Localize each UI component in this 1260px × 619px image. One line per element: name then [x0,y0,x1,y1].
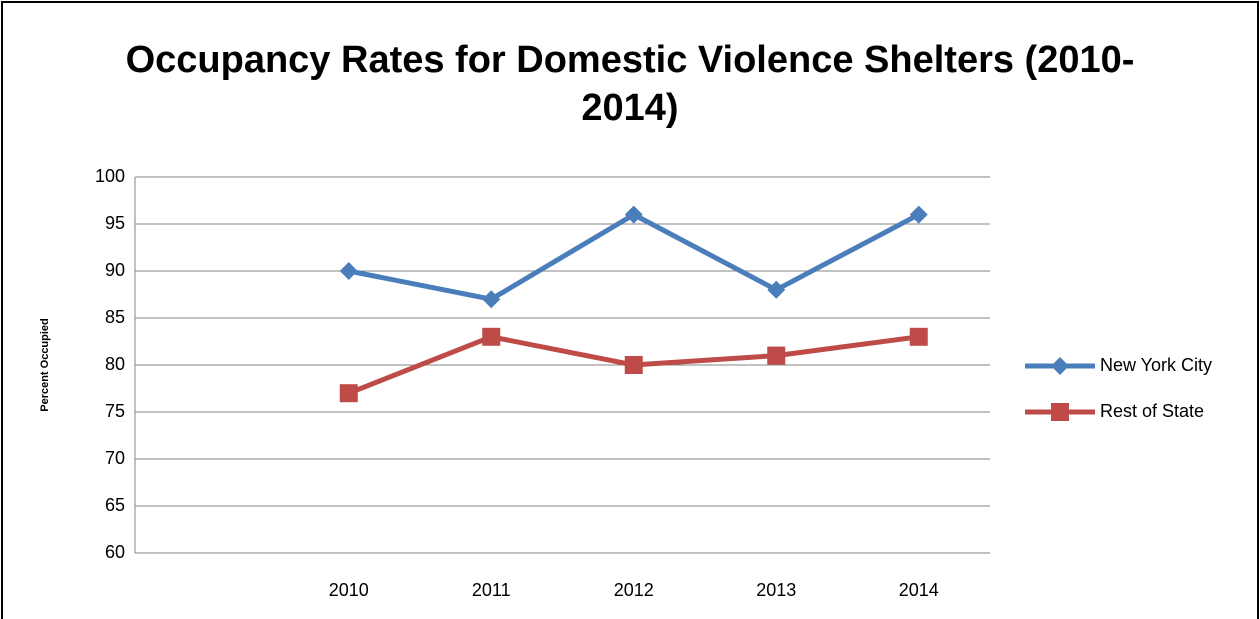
data-point [624,356,643,374]
data-point [339,384,358,403]
y-tick-label: 65 [105,495,125,515]
data-point [909,327,928,346]
x-tick-label: 2014 [899,580,939,600]
x-tick-label: 2011 [472,580,511,600]
y-tick-label: 85 [105,307,125,327]
y-axis-label: Percent Occupied [39,318,51,412]
y-tick-label: 90 [105,260,125,280]
legend-marker [1051,357,1069,375]
data-point [482,290,501,309]
legend-marker [1051,403,1069,421]
data-point [624,205,643,224]
data-point [767,346,786,365]
y-tick-label: 95 [105,213,125,233]
y-tick-label: 70 [105,448,125,468]
chart-title: Occupancy Rates for Domestic Violence Sh… [125,39,1135,129]
series-line [348,211,920,302]
data-point [339,262,358,280]
x-tick-label: 2010 [329,580,369,600]
y-tick-label: 75 [105,401,125,421]
data-point [767,280,786,299]
data-point [909,205,928,224]
y-tick-label: 60 [105,542,125,562]
y-tick-label: 80 [105,354,125,374]
data-point [482,327,501,346]
x-tick-label: 2013 [756,580,796,600]
x-tick-label: 2012 [614,580,654,600]
legend-label: Rest of State [1100,401,1204,421]
y-tick-label: 100 [95,166,125,186]
legend-label: New York City [1100,355,1212,375]
